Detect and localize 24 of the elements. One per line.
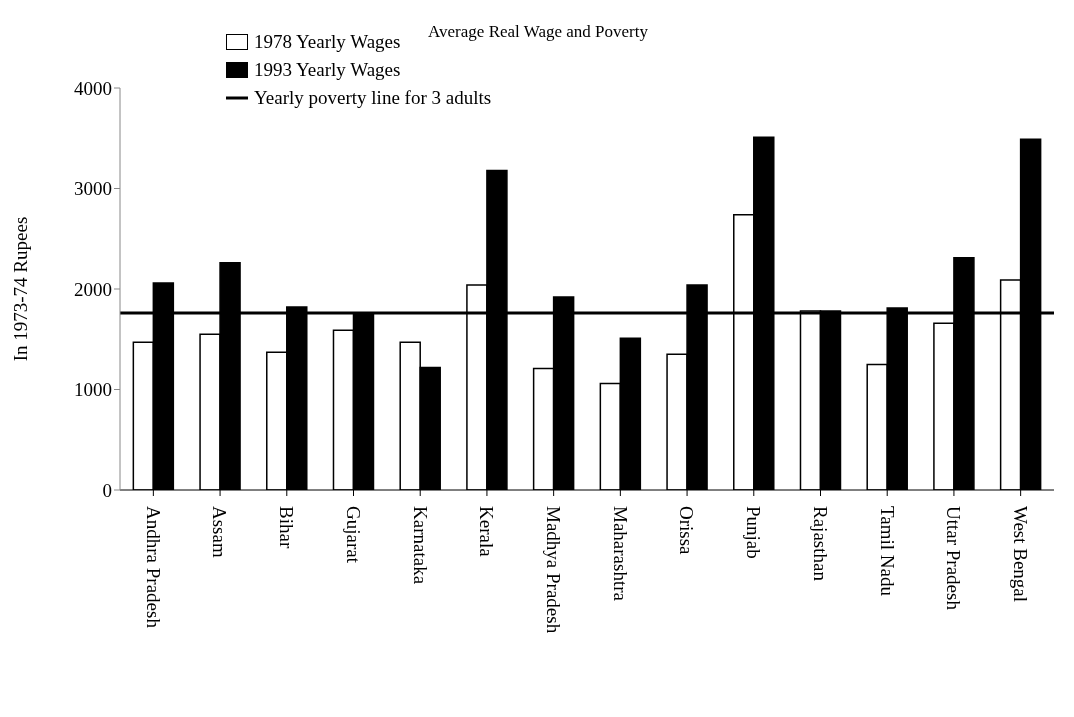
x-tick-label: Assam xyxy=(209,506,231,558)
y-tick-label: 1000 xyxy=(74,379,112,401)
x-tick-label: Kerala xyxy=(476,506,498,558)
x-tick-label: Maharashtra xyxy=(609,506,631,602)
x-tick-label: Andhra Pradesh xyxy=(142,506,164,629)
x-tick-label: Bihar xyxy=(276,506,298,549)
x-tick-label: Rajasthan xyxy=(809,506,831,582)
y-tick-label: 0 xyxy=(102,479,112,501)
x-tick-label: Tamil Nadu xyxy=(876,506,898,597)
legend-label: Yearly poverty line for 3 adults xyxy=(254,87,492,109)
y-axis-title: In 1973-74 Rupees xyxy=(9,216,31,362)
y-tick-label: 3000 xyxy=(74,178,112,200)
x-tick-label: Uttar Pradesh xyxy=(943,506,965,611)
y-tick-label: 2000 xyxy=(74,278,112,300)
x-tick-label: Orissa xyxy=(676,506,698,556)
chart-title: Average Real Wage and Poverty xyxy=(428,22,648,41)
x-tick-label: Punjab xyxy=(743,506,765,559)
legend-label: 1993 Yearly Wages xyxy=(254,59,401,81)
legend-label: 1978 Yearly Wages xyxy=(254,31,401,53)
x-tick-label: West Bengal xyxy=(1009,506,1031,603)
x-tick-label: Gujarat xyxy=(342,506,364,564)
x-tick-label: Karnataka xyxy=(409,506,431,585)
y-tick-label: 4000 xyxy=(74,77,112,99)
x-tick-label: Madhya Pradesh xyxy=(542,506,564,634)
